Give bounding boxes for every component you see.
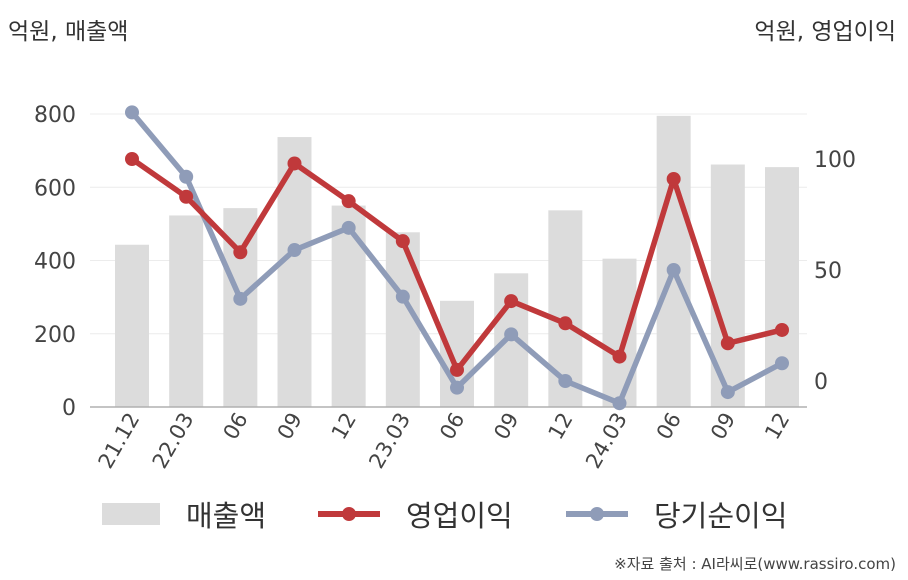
operating-profit-point [395, 234, 410, 249]
legend-label-revenue: 매출액 [186, 499, 267, 533]
legend-label-net-income: 당기순이익 [654, 499, 788, 533]
legend-swatch-net-income [566, 503, 628, 525]
operating-profit-point [179, 189, 194, 204]
operating-profit-point [612, 349, 627, 364]
operating-profit-point [504, 294, 519, 309]
legend-swatch-revenue [102, 503, 160, 525]
right-axis-unit-label: 억원, 영업이익 [754, 19, 896, 45]
operating-profit-point [125, 152, 139, 166]
operating-profit-point [287, 156, 302, 171]
left-axis-unit-label: 억원, 매출액 [8, 19, 129, 45]
legend-item-net-income: 당기순이익 [566, 494, 787, 534]
revenue-bar [169, 215, 204, 407]
legend-item-operating-profit: 영업이익 [318, 494, 513, 534]
x-tick-label: 12 [544, 409, 578, 444]
x-tick-label: 22.03 [148, 409, 199, 473]
operating-profit-point [666, 171, 681, 186]
operating-profit-point [558, 316, 573, 331]
net-income-point [504, 327, 519, 342]
x-tick-label: 09 [489, 409, 523, 444]
x-tick-label: 06 [435, 409, 469, 444]
operating-profit-point [775, 322, 789, 337]
x-tick-label: 12 [327, 409, 361, 444]
x-tick-label: 09 [273, 409, 307, 444]
left-y-tick-label: 800 [34, 103, 76, 128]
legend-swatch-operating-profit [318, 503, 380, 525]
right-y-tick-label: 100 [814, 148, 856, 173]
operating-profit-point [341, 194, 356, 209]
net-income-point [720, 385, 735, 400]
revenue-bar [115, 244, 149, 407]
revenue-bar [331, 205, 366, 407]
x-tick-label: 06 [219, 409, 253, 444]
net-income-point [558, 374, 573, 388]
x-tick-label: 24.03 [581, 409, 632, 473]
x-tick-label: 12 [760, 409, 794, 444]
net-income-point [179, 169, 194, 184]
net-income-point [775, 356, 789, 371]
net-income-point [233, 291, 248, 306]
operating-profit-point [233, 245, 248, 260]
left-y-tick-label: 200 [34, 323, 76, 348]
operating-profit-point [450, 362, 464, 377]
left-y-tick-label: 0 [62, 396, 76, 421]
right-y-tick-label: 50 [814, 259, 842, 284]
net-income-point [666, 263, 681, 277]
net-income-point [612, 396, 627, 411]
revenue-bar [277, 137, 312, 408]
operating-profit-point [720, 336, 735, 351]
x-tick-label: 23.03 [364, 409, 415, 473]
revenue-bar [602, 258, 637, 407]
legend-item-revenue: 매출액 [102, 494, 266, 534]
x-tick-label: 09 [706, 409, 740, 444]
x-tick-label: 21.12 [93, 409, 144, 473]
revenue-bar [656, 115, 691, 408]
left-y-tick-label: 400 [34, 250, 76, 275]
net-income-point [395, 289, 410, 304]
left-y-tick-label: 600 [34, 176, 76, 201]
x-tick-label: 06 [652, 409, 686, 444]
net-income-point [450, 380, 464, 395]
right-y-tick-label: 0 [814, 370, 828, 395]
source-credit: ※자료 출처 : AI라씨로(www.rassiro.com) [614, 555, 896, 573]
legend-label-operating-profit: 영업이익 [406, 499, 513, 533]
net-income-point [287, 243, 302, 258]
net-income-point [341, 220, 356, 235]
chart-legend: 매출액 영업이익 당기순이익 [0, 494, 908, 534]
net-income-point [125, 105, 139, 120]
